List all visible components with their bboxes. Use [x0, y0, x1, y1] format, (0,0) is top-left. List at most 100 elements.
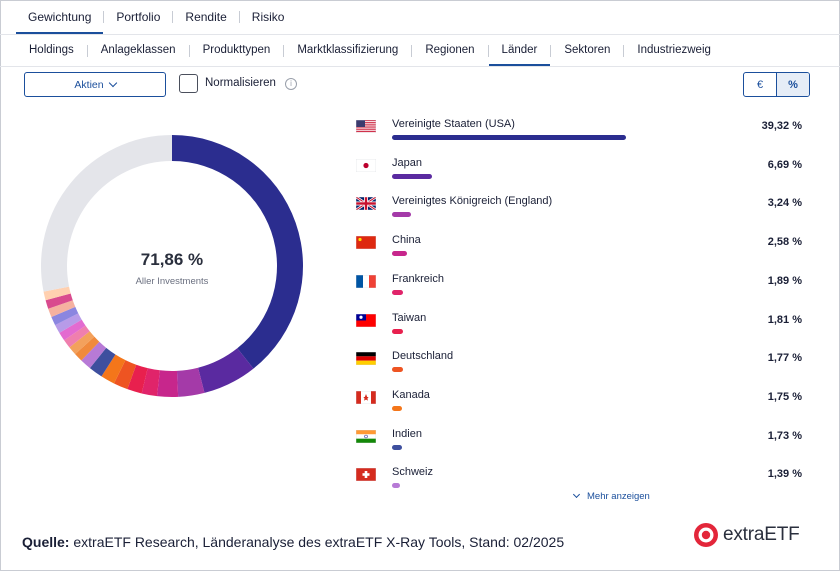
- country-percent: 1,75 %: [767, 390, 802, 403]
- country-percent: 1,77 %: [767, 352, 802, 365]
- donut-center-caption: Aller Investments: [135, 276, 209, 287]
- donut-segment: [75, 336, 100, 361]
- subtab-divider: [86, 45, 88, 57]
- country-name: Taiwan: [392, 311, 427, 324]
- country-name: Vereinigte Staaten (USA): [392, 118, 515, 130]
- subtab-divider: [487, 45, 489, 57]
- tab-rendite[interactable]: Rendite: [185, 10, 227, 24]
- subtab-divider: [283, 45, 285, 57]
- subtab-anlageklassen[interactable]: Anlageklassen: [100, 44, 176, 56]
- tab-risiko[interactable]: Risiko: [251, 10, 285, 24]
- donut-segment: [45, 293, 73, 309]
- donut-segment: [172, 135, 304, 369]
- donut-segment: [69, 331, 95, 355]
- donut-segment: [64, 325, 90, 348]
- country-bar: [392, 444, 403, 450]
- donut-center-value: 71,86 %: [140, 250, 204, 269]
- donut-segment: [48, 300, 76, 318]
- donut-segment: [43, 286, 71, 301]
- subtab-divider: [550, 45, 552, 57]
- country-row: Vereinigtes Königreich (England) 3,24 %: [356, 195, 806, 229]
- country-row: China 2,58 %: [356, 234, 806, 268]
- country-percent: 2,58 %: [767, 236, 802, 249]
- donut-segment: [113, 360, 137, 390]
- country-row: Taiwan 1,81 %: [356, 312, 806, 346]
- euro-toggle-button[interactable]: €: [756, 78, 764, 91]
- tab-divider: [172, 11, 174, 23]
- germany-flag-icon: [356, 352, 376, 366]
- country-name: Deutschland: [392, 350, 454, 363]
- tab-divider: [103, 11, 105, 23]
- country-bar: [392, 328, 403, 334]
- tab-portfolio[interactable]: Portfolio: [116, 10, 161, 24]
- dropdown-label: Aktien: [74, 78, 104, 91]
- country-name: Japan: [392, 156, 422, 169]
- country-row: Japan 6,69 %: [356, 157, 806, 191]
- country-percent: 1,39 %: [767, 468, 802, 481]
- uk-flag-icon: [356, 197, 376, 211]
- country-bar: [392, 251, 408, 257]
- country-percent: 3,24 %: [767, 197, 802, 210]
- china-flag-icon: [356, 236, 376, 250]
- subtab-marktklassifizierung[interactable]: Marktklassifizierung: [297, 44, 399, 56]
- donut-segment: [176, 367, 205, 397]
- subtab-holdings[interactable]: Holdings: [29, 44, 74, 56]
- subtab-divider: [188, 45, 190, 57]
- normalize-checkbox[interactable]: [179, 74, 198, 93]
- country-bar: [392, 135, 626, 140]
- source-text: extraETF Research, Länderanalyse des ext…: [69, 534, 565, 550]
- country-percent: 6,69 %: [767, 158, 802, 171]
- unit-toggle: € %: [743, 72, 810, 97]
- donut-segment: [156, 370, 179, 397]
- tab-gewichtung[interactable]: Gewichtung: [16, 0, 104, 34]
- country-row: Frankreich 1,89 %: [356, 273, 806, 307]
- country-row: Indien 1,73 %: [356, 428, 806, 462]
- donut-segment: [55, 313, 82, 333]
- sub-tab-divider-line: [0, 66, 840, 67]
- show-more-link[interactable]: Mehr anzeigen: [572, 490, 650, 502]
- donut-segment: [101, 354, 126, 384]
- country-percent: 1,73 %: [767, 429, 802, 442]
- country-bar: [392, 483, 401, 489]
- subtab-divider: [411, 45, 413, 57]
- country-bar: [392, 289, 404, 295]
- asset-class-dropdown[interactable]: Aktien: [24, 72, 166, 97]
- tab-divider: [238, 11, 240, 23]
- source-label: Quelle:: [22, 534, 70, 550]
- subtab-produkttypen[interactable]: Produkttypen: [202, 44, 271, 56]
- source-note: Quelle: extraETF Research, Länderanalyse…: [22, 534, 564, 550]
- japan-flag-icon: [356, 158, 376, 172]
- extraetf-logo: extraETF: [693, 522, 800, 548]
- country-bar: [392, 212, 412, 218]
- us-flag-icon: [356, 120, 376, 133]
- country-row: Schweiz 1,39 %: [356, 466, 806, 500]
- country-bar: [392, 173, 432, 179]
- subtab-divider: [623, 45, 625, 57]
- donut-segment: [51, 306, 79, 326]
- country-name: Frankreich: [392, 272, 444, 285]
- subtab-industriezweig[interactable]: Industriezweig: [637, 44, 711, 56]
- country-row: Kanada 1,75 %: [356, 389, 806, 423]
- country-bar: [392, 367, 403, 373]
- percent-toggle-button[interactable]: %: [776, 73, 809, 96]
- donut-remainder-segment: [41, 135, 172, 292]
- subtab-laender[interactable]: Länder: [488, 36, 551, 66]
- subtab-regionen[interactable]: Regionen: [425, 44, 475, 56]
- top-tab-divider-line: [0, 34, 840, 35]
- donut-segment: [59, 319, 86, 341]
- country-donut-chart: [41, 135, 304, 397]
- subtab-sektoren[interactable]: Sektoren: [564, 44, 611, 56]
- country-percent: 1,89 %: [767, 274, 802, 287]
- donut-segment: [127, 364, 148, 394]
- donut-segment: [198, 348, 254, 393]
- switzerland-flag-icon: [356, 468, 376, 482]
- country-name: Indien: [392, 427, 422, 440]
- country-name: Schweiz: [392, 466, 433, 479]
- top-tab-bar: Gewichtung Portfolio Rendite Risiko: [16, 0, 296, 34]
- chevron-down-icon: [572, 490, 581, 499]
- extraetf-logo-icon: [694, 523, 718, 547]
- france-flag-icon: [356, 274, 376, 288]
- info-icon[interactable]: i: [285, 78, 297, 90]
- country-row: Deutschland 1,77 %: [356, 350, 806, 384]
- country-row: Vereinigte Staaten (USA) 39,32 %: [356, 118, 806, 152]
